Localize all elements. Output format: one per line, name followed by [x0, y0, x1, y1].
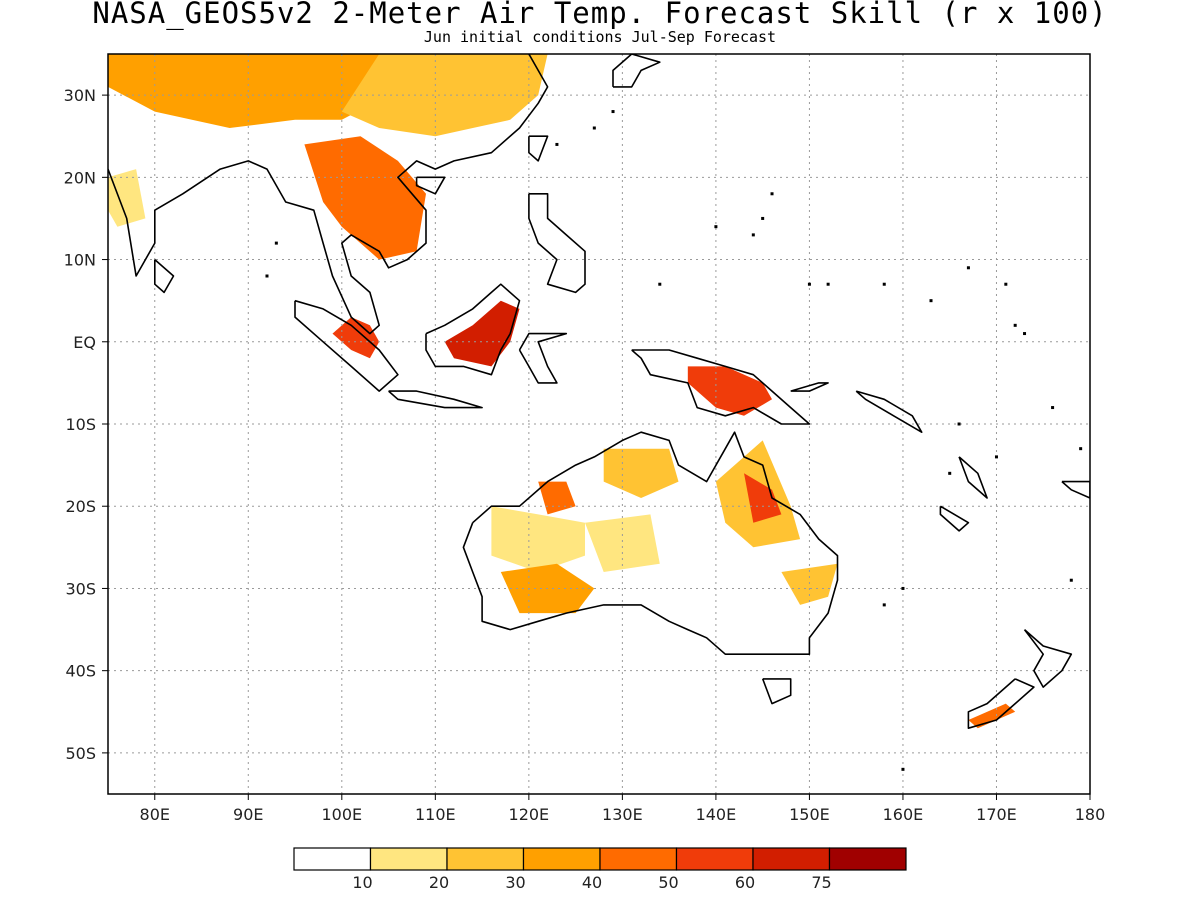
lon-tick-label: 160E	[883, 805, 924, 824]
skill-region-aus-central	[585, 514, 660, 572]
skill-region-new-guinea	[687, 366, 772, 416]
coastline-japan-south	[612, 54, 661, 88]
lat-tick-label: 30S	[65, 579, 96, 598]
islet	[948, 471, 952, 475]
coastline-sumatra	[294, 299, 399, 392]
lon-tick-label: 150E	[789, 805, 830, 824]
lon-tick-label: 90E	[233, 805, 263, 824]
lon-tick-label: 170E	[976, 805, 1017, 824]
skill-region-indochina	[304, 136, 426, 260]
islet	[882, 603, 886, 607]
islet	[592, 126, 596, 130]
colorbar-label: 40	[582, 873, 602, 892]
lat-tick-label: 40S	[65, 662, 96, 681]
lat-tick-label: 10N	[64, 251, 96, 270]
lat-tick-label: 10S	[65, 415, 96, 434]
colorbar-label: 75	[811, 873, 831, 892]
coastline-new-guinea	[631, 349, 811, 425]
colorbar-label: 20	[429, 873, 449, 892]
colorbar-label: 30	[505, 873, 525, 892]
islet	[994, 455, 998, 459]
skill-region-india-west	[108, 169, 146, 227]
islet	[1079, 447, 1083, 451]
coastline-taiwan	[528, 135, 549, 162]
islet	[901, 767, 905, 771]
colorbar-swatch	[599, 847, 678, 871]
lat-tick-label: EQ	[73, 333, 96, 352]
coastline-java	[388, 390, 483, 409]
colorbar-swatch	[828, 847, 907, 871]
lon-tick-label: 130E	[602, 805, 643, 824]
skill-region-borneo	[444, 300, 520, 367]
islet	[265, 274, 269, 278]
colorbar-swatch	[446, 847, 525, 871]
islet	[901, 586, 905, 590]
islet	[807, 282, 811, 286]
coastline-hainan	[415, 176, 446, 195]
skill-region-nz-south	[968, 703, 1016, 729]
coastline-nz-south	[967, 678, 1035, 730]
lon-tick-label: 110E	[415, 805, 456, 824]
islet	[1069, 578, 1073, 582]
colorbar-swatch	[293, 847, 372, 871]
colorbar-swatch	[522, 847, 601, 871]
skill-region-aus-north	[603, 448, 679, 498]
coastline-solomons	[855, 390, 923, 434]
islet	[611, 110, 615, 114]
islet	[929, 299, 933, 303]
skill-region-aus-east	[781, 563, 838, 605]
islet	[761, 216, 765, 220]
coastline-borneo	[425, 283, 521, 376]
skill-region-aus-west	[491, 506, 585, 572]
coastline-new-britain	[790, 382, 829, 392]
coastline-asia-mainland	[108, 54, 549, 335]
lon-tick-label: 100E	[321, 805, 362, 824]
islet	[1051, 406, 1055, 410]
islet	[882, 282, 886, 286]
coastline-nz-north	[1023, 628, 1073, 688]
skill-region-sumatra-peninsula	[332, 317, 380, 359]
colorbar-label: 60	[735, 873, 755, 892]
colorbar-label: 10	[352, 873, 372, 892]
lat-tick-label: 20N	[64, 168, 96, 187]
coastline-australia	[462, 431, 839, 656]
islet	[714, 225, 718, 229]
lat-tick-label: 20S	[65, 497, 96, 516]
map-title: NASA_GEOS5v2 2-Meter Air Temp. Forecast …	[92, 0, 1108, 30]
islet	[957, 422, 961, 426]
coastline-fiji	[1061, 480, 1090, 499]
colorbar-swatch	[752, 847, 831, 871]
coastline-new-caledonia	[939, 505, 970, 532]
coastline-tasmania	[761, 678, 792, 705]
islet	[1023, 332, 1027, 336]
skill-region-queensland-core	[744, 473, 782, 523]
lat-tick-label: 50S	[65, 744, 96, 763]
islet	[770, 192, 774, 196]
colorbar-swatch	[675, 847, 754, 871]
coastline-sulawesi	[518, 332, 568, 384]
colorbar-swatch	[369, 847, 448, 871]
islet	[966, 266, 970, 270]
islet	[274, 241, 278, 245]
lon-tick-label: 120E	[509, 805, 550, 824]
islet	[826, 282, 830, 286]
lat-tick-label: 30N	[64, 86, 96, 105]
lon-tick-label: 140E	[696, 805, 737, 824]
lon-tick-label: 80E	[140, 805, 170, 824]
colorbar-label: 50	[658, 873, 678, 892]
coastline-philippines	[528, 193, 586, 294]
coastline-vanuatu	[958, 456, 988, 499]
islet	[751, 233, 755, 237]
islet	[658, 282, 662, 286]
coastline-sri-lanka	[154, 258, 175, 294]
islet	[555, 142, 559, 146]
map-subtitle: Jun initial conditions Jul-Sep Forecast	[423, 28, 777, 46]
islet	[1013, 323, 1017, 327]
lon-tick-label: 180	[1075, 805, 1106, 824]
islet	[1004, 282, 1008, 286]
skill-region-aus-northwest	[538, 481, 576, 515]
